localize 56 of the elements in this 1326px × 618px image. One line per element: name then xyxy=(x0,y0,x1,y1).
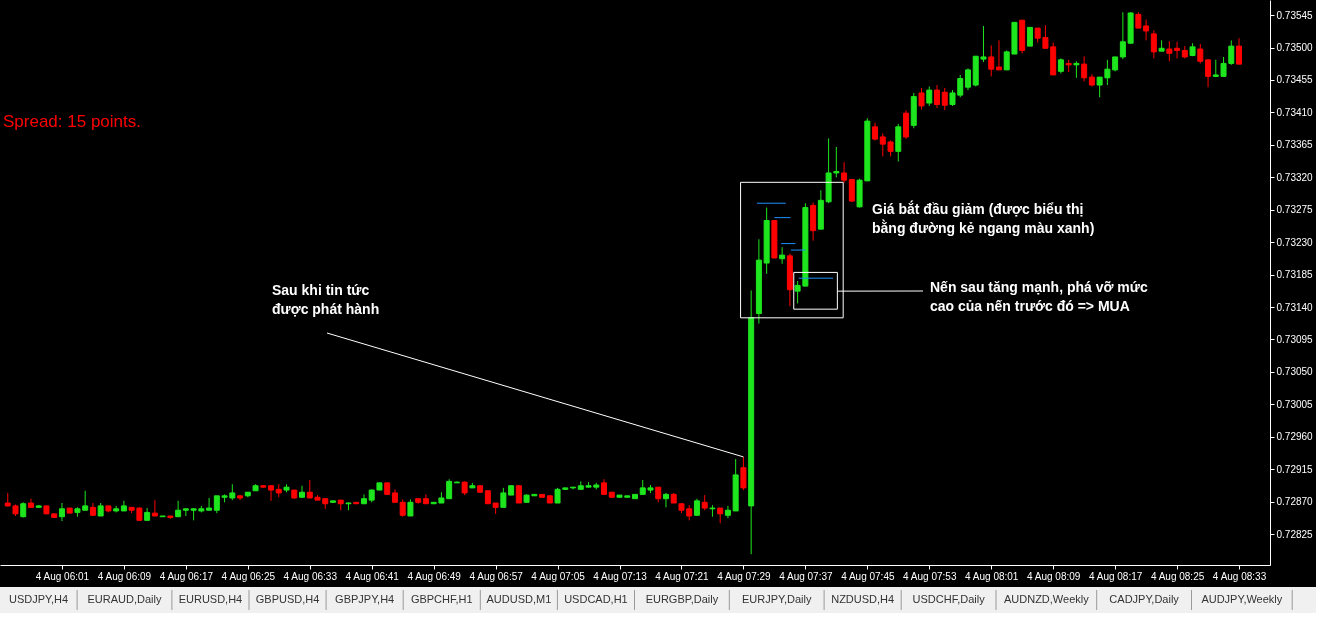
text: EURUSD,H4 xyxy=(178,593,243,605)
x-tick-label: 4 Aug 06:25 xyxy=(221,570,276,582)
x-tick-label: 4 Aug 08:09 xyxy=(1026,570,1081,582)
annotation: Nến sau tăng mạnh, phá vỡ mức cao của nến trước đó => MUA xyxy=(930,279,1148,314)
text: AUDNZD,Weekly xyxy=(1003,593,1090,605)
y-tick-label: 0.73320 xyxy=(1276,171,1314,183)
x-tick-label: 4 Aug 07:53 xyxy=(903,570,957,582)
text: EURAUD,Daily xyxy=(87,593,162,605)
y-tick-label: 0.72870 xyxy=(1276,496,1314,508)
text: AUDUSD,M1 xyxy=(486,593,552,605)
text: USDCAD,H1 xyxy=(564,593,628,605)
x-tick-label: 4 Aug 06:17 xyxy=(159,570,214,582)
y-tick-label: 0.73185 xyxy=(1276,269,1314,281)
text: AUDJPY,Weekly xyxy=(1201,593,1283,605)
x-tick-label: 4 Aug 06:57 xyxy=(469,570,524,582)
y-tick-label: 0.73365 xyxy=(1276,139,1314,151)
annotation: Spread: 15 points. xyxy=(3,112,141,131)
x-tick-label: 4 Aug 07:21 xyxy=(655,570,710,582)
x-tick-label: 4 Aug 06:49 xyxy=(407,570,462,582)
x-tick-label: 4 Aug 07:45 xyxy=(841,570,895,582)
text: EURJPY,Daily xyxy=(741,593,812,605)
x-tick-label: 4 Aug 06:41 xyxy=(345,570,400,582)
x-tick-label: 4 Aug 07:37 xyxy=(779,570,833,582)
text: CADJPY,Daily xyxy=(1109,593,1180,605)
y-tick-label: 0.73455 xyxy=(1276,74,1314,86)
y-tick-label: 0.73410 xyxy=(1276,106,1314,118)
x-tick-label: 4 Aug 07:29 xyxy=(717,570,772,582)
y-tick-label: 0.73545 xyxy=(1276,9,1314,21)
x-tick-label: 4 Aug 06:09 xyxy=(97,570,152,582)
annotation: Giá bắt đầu giảm (được biểu thị bằng đường kẻ ngang màu xanh) xyxy=(872,200,1095,236)
text: GBPCHF,H1 xyxy=(410,593,473,605)
x-tick-label: 4 Aug 06:01 xyxy=(35,570,90,582)
x-tick-label: 4 Aug 07:13 xyxy=(593,570,648,582)
y-tick-label: 0.73275 xyxy=(1276,204,1314,216)
text: USDCHF,Daily xyxy=(912,593,986,605)
x-tick-label: 4 Aug 08:33 xyxy=(1212,570,1267,582)
y-tick-label: 0.73095 xyxy=(1276,333,1314,345)
text: GBPUSD,H4 xyxy=(255,593,320,605)
y-tick-label: 0.73005 xyxy=(1276,398,1314,410)
text: EURGBP,Daily xyxy=(645,593,719,605)
x-tick-label: 4 Aug 08:25 xyxy=(1150,570,1205,582)
x-tick-label: 4 Aug 06:33 xyxy=(283,570,338,582)
annotation: Sau khi tin tức được phát hành xyxy=(272,282,380,317)
y-tick-label: 0.72960 xyxy=(1276,431,1314,443)
text: GBPJPY,H4 xyxy=(335,593,395,605)
y-tick-label: 0.73140 xyxy=(1276,301,1314,313)
y-tick-label: 0.73230 xyxy=(1276,236,1314,248)
x-tick-label: 4 Aug 08:01 xyxy=(965,570,1019,582)
x-tick-label: 4 Aug 07:05 xyxy=(531,570,586,582)
y-tick-label: 0.73050 xyxy=(1276,366,1314,378)
y-tick-label: 0.72825 xyxy=(1276,528,1314,540)
text: USDJPY,H4 xyxy=(9,593,69,605)
y-tick-label: 0.73500 xyxy=(1276,42,1314,54)
text: NZDUSD,H4 xyxy=(831,593,895,605)
x-tick-label: 4 Aug 08:17 xyxy=(1088,570,1143,582)
y-tick-label: 0.72915 xyxy=(1276,463,1314,475)
